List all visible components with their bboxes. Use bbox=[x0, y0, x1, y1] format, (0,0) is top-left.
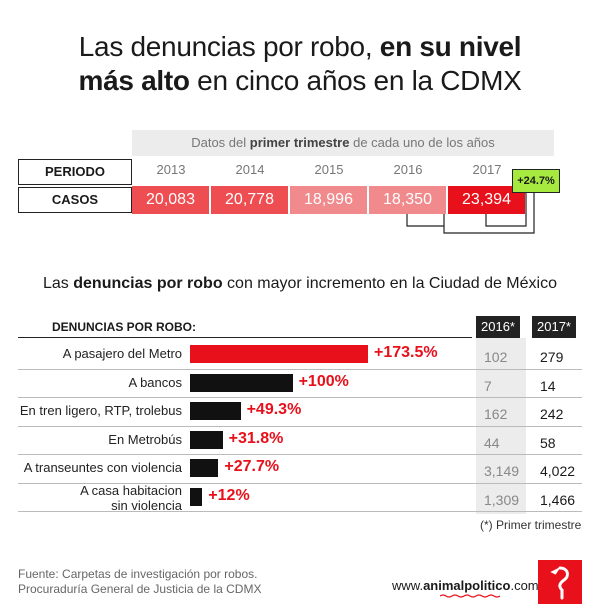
column-header: DENUNCIAS POR ROBO: bbox=[52, 320, 197, 334]
row-separator bbox=[18, 454, 582, 455]
row-separator bbox=[18, 511, 582, 512]
year-row: 2013 2014 2015 2016 2017 bbox=[132, 162, 526, 182]
summary-subtitle-suffix: de cada uno de los años bbox=[349, 135, 495, 150]
brand-bold: animalpolitico bbox=[423, 578, 511, 593]
casos-label: CASOS bbox=[18, 187, 132, 213]
change-badge: +24.7% bbox=[512, 169, 560, 193]
page-title: Las denuncias por robo, en su nivel más … bbox=[0, 30, 600, 98]
flamingo-icon bbox=[550, 566, 569, 600]
value-2017: 14 bbox=[540, 377, 556, 394]
source-line1: Fuente: Carpetas de investigación por ro… bbox=[18, 567, 258, 581]
bar-pct-label: +12% bbox=[208, 486, 250, 504]
year-label-2016: 2016 bbox=[393, 162, 423, 177]
value-2016: 162 bbox=[484, 406, 508, 422]
row-label: A transeuntes con violencia bbox=[23, 460, 182, 475]
cases-value-2013: 20,083 bbox=[132, 186, 209, 214]
comparison-connector bbox=[406, 193, 535, 234]
summary-subtitle-prefix: Datos del bbox=[191, 135, 250, 150]
summary-subtitle-bold: primer trimestre bbox=[249, 135, 350, 150]
cases-value-2016: 18,350 bbox=[369, 186, 446, 214]
row-separator bbox=[18, 425, 582, 427]
footnote: (*) Primer trimestre bbox=[480, 518, 582, 532]
value-2016: 102 bbox=[484, 349, 508, 365]
row-separator bbox=[18, 397, 582, 398]
bar-pct-label: +173.5% bbox=[374, 344, 438, 361]
bar bbox=[190, 487, 203, 506]
bar bbox=[190, 430, 223, 449]
periodo-label: PERIODO bbox=[18, 159, 132, 185]
connector-2017-inner bbox=[485, 193, 527, 227]
title-part1: Las denuncias por robo, bbox=[78, 31, 380, 62]
row-label: A bancos bbox=[128, 374, 183, 390]
source-line2: Procuraduría General de Justicia de la C… bbox=[18, 582, 262, 596]
bar bbox=[190, 402, 241, 420]
title-bold2: más alto bbox=[78, 65, 191, 96]
row-separator bbox=[18, 368, 582, 370]
year-label-2013: 2013 bbox=[156, 162, 186, 177]
header-rule bbox=[18, 337, 472, 338]
col-2016-header: 2016* bbox=[476, 316, 520, 338]
bar-pct-label: +31.8% bbox=[228, 429, 284, 447]
value-2017: 242 bbox=[540, 406, 564, 422]
cases-value-2014: 20,778 bbox=[211, 186, 288, 214]
bar-pct-label: +49.3% bbox=[246, 401, 302, 418]
bar-pct-label: +100% bbox=[298, 372, 349, 390]
cases-value-2015: 18,996 bbox=[290, 186, 367, 214]
source: Fuente: Carpetas de investigación por ro… bbox=[18, 567, 261, 597]
brand-url[interactable]: www.animalpolitico.com bbox=[392, 578, 539, 593]
animal-politico-logo bbox=[538, 560, 582, 604]
section-title-suffix: con mayor incremento en la Ciudad de Méx… bbox=[222, 275, 557, 292]
row-label: En tren ligero, RTP, trolebus bbox=[19, 403, 182, 418]
value-2017: 1,466 bbox=[540, 491, 576, 508]
bar bbox=[190, 373, 293, 392]
row-label: A casa habitacion sin violencia bbox=[80, 482, 182, 513]
col-2017-header: 2017* bbox=[532, 316, 576, 338]
section-title-bold: denuncias por robo bbox=[73, 275, 223, 292]
value-2016: 3,149 bbox=[484, 463, 520, 479]
row-label: A pasajero del Metro bbox=[62, 346, 182, 361]
value-2016: 44 bbox=[484, 434, 500, 451]
section-title: Las denuncias por robo con mayor increme… bbox=[0, 275, 600, 293]
year-label-2015: 2015 bbox=[314, 162, 344, 177]
connector-2017 bbox=[443, 193, 535, 234]
title-bold1: en su nivel bbox=[379, 31, 522, 62]
year-label-2017: 2017 bbox=[472, 162, 502, 177]
row-separator bbox=[18, 482, 582, 484]
bar-pct-label: +27.7% bbox=[224, 458, 280, 475]
section-title-prefix: Las bbox=[43, 275, 74, 292]
year-label-2014: 2014 bbox=[235, 162, 265, 177]
value-2016: 7 bbox=[484, 377, 492, 394]
brand-squiggle bbox=[440, 594, 500, 598]
value-2017: 279 bbox=[540, 349, 564, 365]
value-2017: 4,022 bbox=[540, 463, 576, 479]
bar bbox=[190, 459, 219, 477]
brand-suffix: .com bbox=[510, 578, 539, 593]
title-part2: en cinco años en la CDMX bbox=[189, 65, 522, 96]
brand-prefix: www. bbox=[392, 578, 424, 593]
connector-2016 bbox=[406, 214, 445, 227]
summary-subtitle: Datos del primer trimestre de cada uno d… bbox=[132, 130, 554, 156]
value-2016: 1,309 bbox=[484, 491, 520, 508]
bar bbox=[190, 345, 368, 363]
row-label: En Metrobús bbox=[108, 431, 182, 447]
value-2017: 58 bbox=[540, 434, 556, 451]
